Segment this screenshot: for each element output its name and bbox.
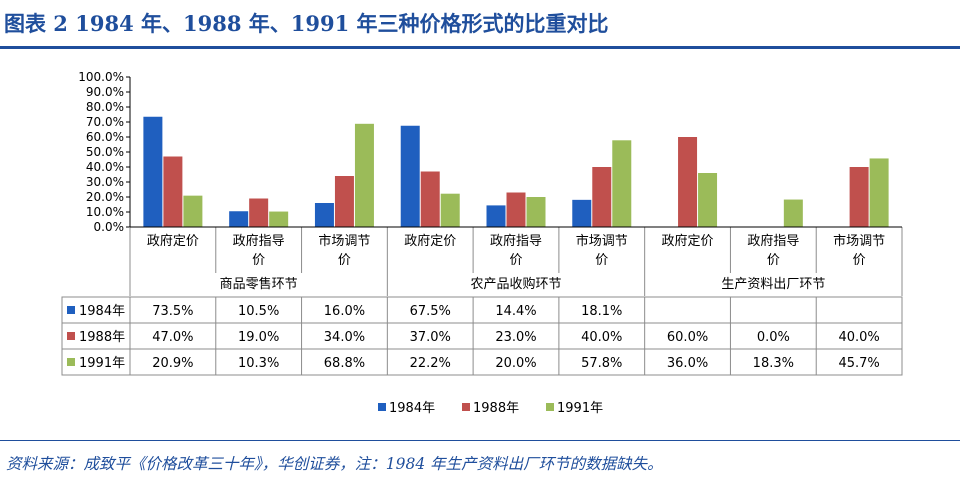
category-label: 价 <box>509 253 522 268</box>
table-cell-value: 34.0% <box>324 330 365 345</box>
bar <box>420 171 440 227</box>
group-label: 农产品收购环节 <box>470 276 561 292</box>
bar <box>612 140 632 227</box>
source-rule <box>0 440 960 441</box>
category-label: 政府定价 <box>404 234 456 249</box>
bar <box>183 195 203 227</box>
y-tick-label: 90.0% <box>86 85 124 99</box>
legend-swatch <box>378 403 386 411</box>
group-label: 生产资料出厂环节 <box>721 277 825 292</box>
table-cell-value: 16.0% <box>324 304 365 319</box>
table-series-name: 1991年 <box>79 356 125 371</box>
table-cell-value: 14.4% <box>495 304 536 319</box>
table-cell-value: 23.0% <box>495 330 536 345</box>
category-label: 政府指导 <box>747 234 799 249</box>
category-label: 价 <box>338 253 351 268</box>
bar <box>143 116 163 227</box>
table-cell-value: 20.9% <box>152 356 193 371</box>
legend-label: 1991年 <box>557 401 603 416</box>
table-cell-value: 10.5% <box>238 304 279 319</box>
table-cell-value: 10.3% <box>238 356 279 371</box>
table-cell-value: 40.0% <box>838 330 879 345</box>
table-cell-value: 45.7% <box>838 356 879 371</box>
bar <box>249 198 269 227</box>
legend-label: 1988年 <box>473 401 519 416</box>
category-label: 市场调节 <box>318 233 370 249</box>
table-cell-value: 67.5% <box>410 304 451 319</box>
table-cell-value: 73.5% <box>152 304 193 319</box>
table-series-name: 1984年 <box>79 304 125 319</box>
table-legend-key <box>67 358 75 366</box>
table-cell-value: 19.0% <box>238 330 279 345</box>
category-label: 政府指导 <box>490 234 542 249</box>
table-cell-value: 0.0% <box>757 330 790 345</box>
table-cell-value: 40.0% <box>581 330 622 345</box>
category-label: 价 <box>767 253 780 268</box>
bar <box>314 203 334 227</box>
table-cell-value: 18.1% <box>581 304 622 319</box>
y-tick-label: 10.0% <box>86 205 124 219</box>
bar <box>440 193 460 227</box>
title-rule <box>0 46 960 49</box>
bar <box>526 197 546 227</box>
bar <box>334 176 354 227</box>
category-label: 价 <box>252 253 265 268</box>
y-tick-label: 100.0% <box>78 70 124 84</box>
category-label: 价 <box>595 253 608 268</box>
data-table-border <box>61 296 903 376</box>
y-tick-label: 70.0% <box>86 115 124 129</box>
bar <box>783 199 803 227</box>
legend-swatch <box>462 403 470 411</box>
bar <box>163 156 183 227</box>
bar <box>572 199 592 227</box>
table-series-name: 1988年 <box>79 330 125 345</box>
y-tick-label: 30.0% <box>86 175 124 189</box>
bar <box>354 123 374 227</box>
bar <box>678 137 698 227</box>
table-legend-key <box>67 306 75 314</box>
table-cell-value: 47.0% <box>152 330 193 345</box>
y-tick-label: 20.0% <box>86 190 124 204</box>
bar <box>849 167 869 227</box>
table-cell-value: 18.3% <box>753 356 794 371</box>
bar <box>229 211 249 227</box>
table-cell-value: 37.0% <box>410 330 451 345</box>
y-tick-label: 50.0% <box>86 145 124 159</box>
category-label: 政府指导 <box>233 234 285 249</box>
table-legend-key <box>67 332 75 340</box>
y-tick-label: 0.0% <box>94 220 125 234</box>
source-note: 资料来源：成致平《价格改革三十年》，华创证券，注：1984 年生产资料出厂环节的… <box>6 455 663 473</box>
table-cell-value: 20.0% <box>495 356 536 371</box>
bar <box>698 173 718 227</box>
bar <box>506 192 526 227</box>
category-label: 价 <box>853 253 866 268</box>
bar <box>400 125 420 227</box>
bar <box>869 158 889 227</box>
table-cell-value: 57.8% <box>581 356 622 371</box>
category-label: 政府定价 <box>662 234 714 249</box>
legend-swatch <box>546 403 554 411</box>
table-cell-value: 68.8% <box>324 356 365 371</box>
category-label: 市场调节 <box>833 233 885 249</box>
chart-title: 图表 2 1984 年、1988 年、1991 年三种价格形式的比重对比 <box>4 11 609 36</box>
bar <box>592 167 612 227</box>
bar-chart: 0.0%10.0%20.0%30.0%40.0%50.0%60.0%70.0%8… <box>61 70 903 416</box>
category-label: 市场调节 <box>576 233 628 249</box>
y-tick-label: 80.0% <box>86 100 124 114</box>
legend-label: 1984年 <box>389 401 435 416</box>
category-label: 政府定价 <box>147 234 199 249</box>
table-cell-value: 22.2% <box>410 356 451 371</box>
bar <box>269 211 289 227</box>
y-tick-label: 60.0% <box>86 130 124 144</box>
table-cell-value: 60.0% <box>667 330 708 345</box>
bar <box>486 205 506 227</box>
group-label: 商品零售环节 <box>220 276 298 292</box>
table-cell-value: 36.0% <box>667 356 708 371</box>
y-tick-label: 40.0% <box>86 160 124 174</box>
